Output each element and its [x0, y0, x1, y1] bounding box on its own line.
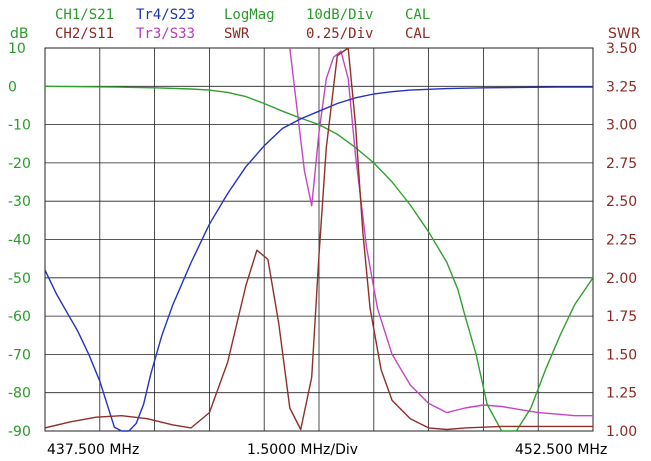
- left-tick-label: 0: [8, 79, 17, 95]
- header-row-2: CH2/S11 Tr3/S33 SWR 0.25/Div CAL: [55, 26, 430, 42]
- header-ch1-s21: CH1/S21: [55, 7, 114, 23]
- header-cal-1: CAL: [405, 7, 430, 23]
- start-frequency: 437.500 MHz: [47, 442, 139, 458]
- right-tick-label: 3.50: [606, 41, 637, 57]
- stop-frequency: 452.500 MHz: [515, 442, 607, 458]
- right-tick-label: 2.75: [606, 156, 637, 172]
- left-tick-label: -20: [8, 156, 31, 172]
- right-axis-unit: SWR: [608, 26, 641, 42]
- header-scale-right: 0.25/Div: [306, 26, 373, 42]
- header-cal-2: CAL: [405, 26, 430, 42]
- left-tick-label: -40: [8, 233, 31, 249]
- right-tick-label: 1.00: [606, 424, 637, 440]
- left-tick-label: -70: [8, 347, 31, 363]
- span-per-division: 1.5000 MHz/Div: [247, 442, 358, 458]
- left-tick-label: -30: [8, 194, 31, 210]
- left-tick-label: 10: [8, 41, 26, 57]
- right-tick-label: 2.50: [606, 194, 637, 210]
- trace-tr3-s33: [289, 47, 593, 417]
- header-row-1: CH1/S21 Tr4/S23 LogMag 10dB/Div CAL: [55, 7, 430, 23]
- left-tick-label: -50: [8, 271, 31, 287]
- right-tick-label: 2.25: [606, 233, 637, 249]
- header-format-2: SWR: [224, 26, 250, 42]
- right-tick-label: 1.50: [606, 347, 637, 363]
- left-tick-label: -90: [8, 424, 31, 440]
- left-axis-unit: dB: [10, 26, 29, 42]
- right-tick-label: 2.00: [606, 271, 637, 287]
- header-format: LogMag: [224, 7, 275, 23]
- traces: [45, 47, 593, 432]
- header-scale-left: 10dB/Div: [306, 7, 373, 23]
- left-tick-label: -10: [8, 118, 31, 134]
- left-axis-ticks: 10 0 -10 -20 -30 -40 -50 -60 -70 -80 -90: [8, 41, 31, 440]
- right-tick-label: 3.25: [606, 79, 637, 95]
- right-tick-label: 1.25: [606, 386, 637, 402]
- trace-ch1-s21: [45, 85, 593, 432]
- trace-ch2-s11: [45, 47, 593, 431]
- right-tick-label: 1.75: [606, 309, 637, 325]
- right-tick-label: 3.00: [606, 118, 637, 134]
- plot-grid: [44, 47, 594, 432]
- left-tick-label: -60: [8, 309, 31, 325]
- header-tr4-s23: Tr4/S23: [136, 7, 195, 23]
- header-ch2-s11: CH2/S11: [55, 26, 114, 42]
- right-axis-ticks: 3.50 3.25 3.00 2.75 2.50 2.25 2.00 1.75 1.50 1.25…: [606, 41, 637, 440]
- trace-tr4-s23: [45, 86, 593, 432]
- header-tr3-s33: Tr3/S33: [136, 26, 195, 42]
- left-tick-label: -80: [8, 386, 31, 402]
